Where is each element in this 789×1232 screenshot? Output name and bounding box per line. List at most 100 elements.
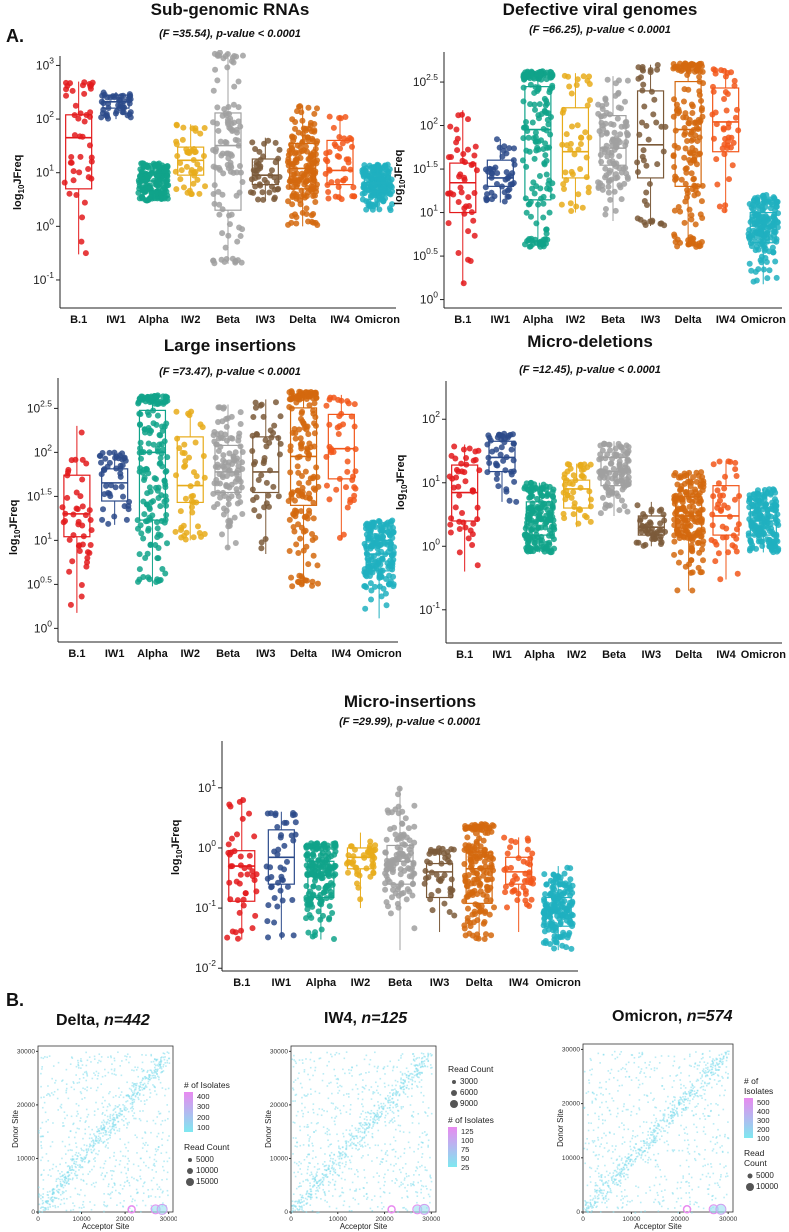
data-point [234,137,241,144]
heatmap-cell [56,1184,59,1187]
data-point [605,489,612,496]
data-point [529,525,536,532]
data-point [616,463,623,470]
heatmap-cell [71,1155,74,1158]
data-point [713,156,720,163]
data-point [81,199,88,206]
data-point [494,470,501,477]
data-point [307,895,314,902]
data-point [157,503,164,510]
data-point [361,583,368,590]
data-point [460,280,467,287]
data-point [532,106,539,113]
data-point [141,511,148,518]
heatmap-cell [156,1183,158,1186]
data-point [69,87,76,94]
data-point [279,897,286,904]
data-point [141,426,148,433]
heatmap-cell [150,1131,152,1134]
data-point [392,831,399,838]
data-point [164,173,171,180]
data-point [641,219,648,226]
data-point [236,909,243,916]
data-point [462,524,469,531]
data-point [756,535,763,542]
data-point [775,545,782,552]
data-point [150,441,157,448]
heatmap-cell [108,1131,110,1133]
data-point [504,193,511,200]
heatmap-cell [104,1099,106,1102]
data-point [192,439,199,446]
heatmap-cell [125,1058,128,1061]
data-point [394,855,401,862]
data-point [481,935,488,942]
data-point [540,200,547,207]
data-point [98,459,105,466]
data-point [220,55,227,62]
data-point [292,125,299,132]
data-point [683,165,690,172]
box-rect [252,436,280,494]
data-point [210,87,217,94]
data-point [689,186,696,193]
box-rect [674,80,702,187]
data-point [697,498,704,505]
heatmap-cell [87,1161,90,1164]
heatmap-cell [102,1132,105,1134]
data-point [284,883,291,890]
data-point [311,121,318,128]
data-point [695,564,702,571]
data-point [729,542,736,549]
heatmap-cell [128,1061,130,1064]
heatmap-cell [123,1105,126,1107]
data-point [773,198,780,205]
heatmap-cell [101,1121,103,1124]
heatmap-cell [135,1087,137,1089]
data-point [671,522,678,529]
data-point [722,473,729,480]
data-point [223,423,230,430]
data-point [656,507,663,514]
data-point [214,501,221,508]
heatmap-cell [66,1114,68,1117]
heatmap-cell [104,1074,107,1077]
data-point [82,250,89,257]
data-point [535,146,542,153]
data-point [749,544,756,551]
data-point [311,420,318,427]
heatmap-cell [163,1052,166,1055]
data-point [554,912,561,919]
data-point [275,879,282,886]
heatmap-cell [65,1087,68,1090]
data-point [456,518,463,525]
data-point [78,238,85,245]
data-point [752,496,759,503]
data-point [641,103,648,110]
data-point [289,429,296,436]
box-rect [365,539,393,572]
box-rect [326,139,354,186]
box-omicron [361,517,398,619]
heatmap-cell [124,1166,126,1169]
data-point [698,198,705,205]
data-point [369,562,376,569]
heatmap-cell [111,1114,114,1117]
data-point [376,206,383,213]
data-point [182,462,189,469]
data-point [574,122,581,129]
data-point [608,460,615,467]
data-point [287,396,294,403]
data-point [384,903,391,910]
data-point [614,115,621,122]
data-point [225,501,232,508]
data-point [145,525,152,532]
box-rect [636,90,665,179]
data-point [137,411,144,418]
data-point [531,539,538,546]
data-point [687,569,694,576]
data-point [728,69,735,76]
heatmap-cell [78,1169,80,1171]
data-point [651,96,658,103]
data-point [382,523,389,530]
